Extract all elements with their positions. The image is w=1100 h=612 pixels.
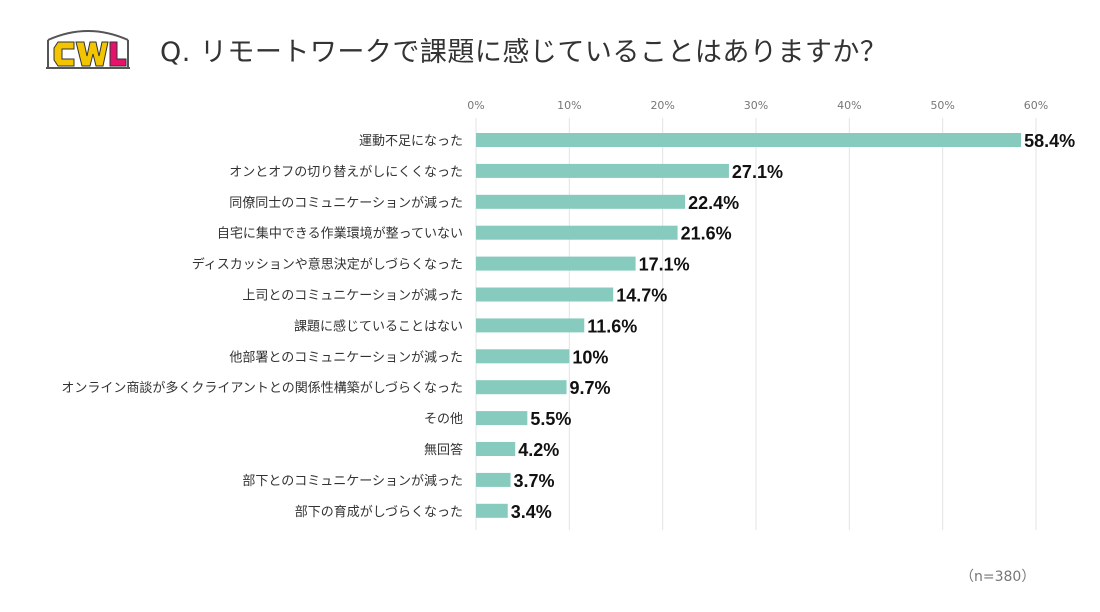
bar	[476, 256, 636, 271]
bar	[476, 411, 528, 426]
category-label: 部下とのコミュニケーションが減った	[242, 473, 463, 489]
category-label: その他	[424, 412, 463, 427]
bar	[476, 194, 686, 209]
x-tick-label: 40%	[837, 99, 861, 112]
category-label: ディスカッションや意思決定がしづらくなった	[192, 257, 463, 273]
bar	[476, 225, 678, 240]
bar	[476, 349, 570, 364]
data-label: 3.7%	[514, 471, 555, 491]
bar	[476, 472, 511, 487]
x-tick-label: 60%	[1024, 99, 1048, 112]
category-label: 他部署とのコミュニケーションが減った	[229, 349, 463, 365]
category-label: 自宅に集中できる作業環境が整っていない	[217, 226, 463, 242]
data-label: 14.7%	[616, 286, 667, 306]
category-label: 同僚同士のコミュニケーションが減った	[229, 195, 463, 211]
bar	[476, 287, 614, 302]
bar	[476, 442, 516, 456]
x-tick-label: 10%	[557, 99, 581, 112]
category-label: 運動不足になった	[359, 134, 463, 149]
x-tick-label: 20%	[650, 99, 674, 112]
category-label: 部下の育成がしづらくなった	[295, 504, 463, 520]
bar	[476, 133, 1022, 147]
data-label: 17.1%	[639, 255, 690, 275]
data-label: 10%	[572, 347, 608, 367]
category-label: 無回答	[424, 442, 463, 458]
category-label: オンライン商談が多くクライアントとの関係性構築がしづらくなった	[61, 380, 463, 396]
bar	[476, 503, 508, 518]
data-label: 22.4%	[688, 193, 739, 213]
data-label: 3.4%	[511, 502, 552, 522]
bar	[476, 163, 729, 178]
category-label: 上司とのコミュニケーションが減った	[242, 288, 463, 304]
category-label: 課題に感じていることはない	[294, 318, 463, 334]
data-label: 58.4%	[1024, 131, 1075, 151]
data-label: 4.2%	[518, 440, 559, 460]
bar	[476, 380, 567, 395]
cwl-logo	[46, 30, 130, 69]
data-label: 27.1%	[732, 162, 783, 182]
chart-title: Q. リモートワークで課題に感じていることはありますか？	[160, 37, 888, 68]
x-tick-label: 30%	[744, 99, 768, 112]
data-label: 11.6%	[587, 316, 637, 336]
data-label: 9.7%	[570, 378, 611, 398]
bar	[476, 318, 585, 333]
data-label: 5.5%	[530, 409, 571, 429]
sample-size-note: （n=380）	[960, 569, 1036, 585]
x-tick-label: 50%	[930, 99, 954, 112]
data-label: 21.6%	[681, 224, 732, 244]
x-tick-label: 0%	[467, 99, 484, 112]
category-label: オンとオフの切り替えがしにくくなった	[229, 165, 463, 180]
